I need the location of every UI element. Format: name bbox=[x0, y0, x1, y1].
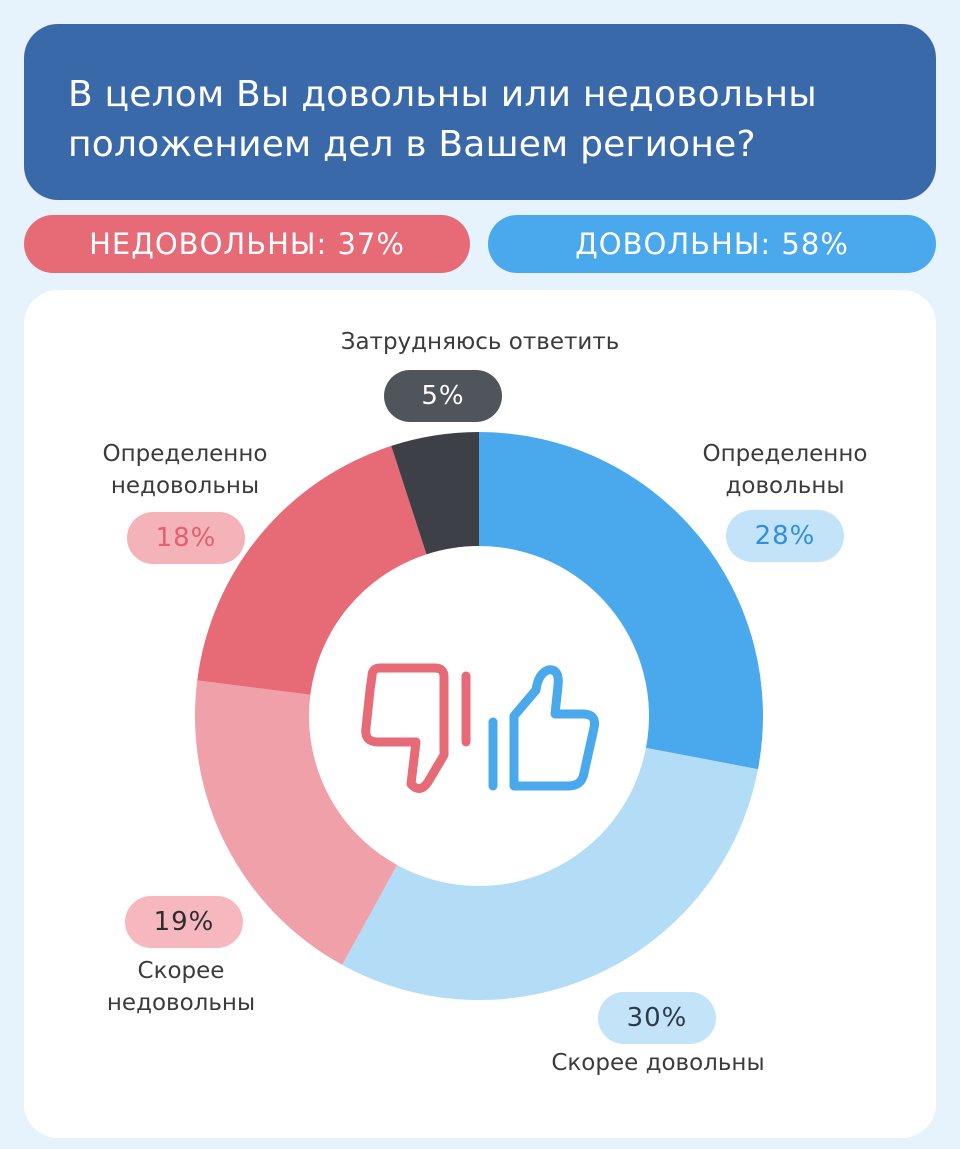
question-header: В целом Вы довольны или недовольны полож… bbox=[24, 24, 936, 200]
label-line: довольны bbox=[725, 473, 845, 499]
slice-label-rather-dissatisfied: Скорее недовольны bbox=[56, 955, 306, 1019]
slice-value-definitely-dissatisfied: 18% bbox=[127, 512, 245, 564]
label-line: Определенно bbox=[102, 441, 268, 467]
negative-summary-pill: НЕДОВОЛЬНЫ: 37% bbox=[24, 215, 470, 273]
slice-value-definitely-satisfied: 28% bbox=[726, 510, 844, 562]
label-line: недовольны bbox=[106, 990, 256, 1016]
slice-definitely-dissatisfied bbox=[197, 445, 427, 695]
slice-value-rather-satisfied: 30% bbox=[598, 992, 716, 1044]
donut-slices bbox=[195, 432, 764, 1001]
question-title-line-2: положением дел в Вашем регионе? bbox=[68, 124, 756, 165]
slice-undecided bbox=[391, 432, 479, 555]
positive-summary-pill: ДОВОЛЬНЫ: 58% bbox=[488, 215, 936, 273]
slice-rather-satisfied bbox=[342, 747, 758, 1001]
question-title-line-1: В целом Вы довольны или недовольны bbox=[68, 74, 817, 115]
thumbs-down-icon bbox=[361, 663, 471, 793]
slice-value-rather-dissatisfied: 19% bbox=[125, 896, 243, 948]
thumbs-up-icon bbox=[488, 665, 599, 791]
slice-value-undecided: 5% bbox=[384, 370, 502, 422]
slice-definitely-satisfied bbox=[479, 432, 764, 770]
slice-label-definitely-dissatisfied: Определенно недовольны bbox=[60, 438, 310, 502]
slice-label-undecided: Затрудняюсь ответить bbox=[340, 329, 620, 355]
slice-rather-dissatisfied bbox=[195, 680, 398, 965]
label-line: Определенно bbox=[702, 441, 868, 467]
label-line: Скорее bbox=[137, 958, 225, 984]
label-line: недовольны bbox=[110, 473, 260, 499]
slice-label-definitely-satisfied: Определенно довольны bbox=[660, 438, 910, 502]
slice-label-rather-satisfied: Скорее довольны bbox=[551, 1050, 765, 1076]
